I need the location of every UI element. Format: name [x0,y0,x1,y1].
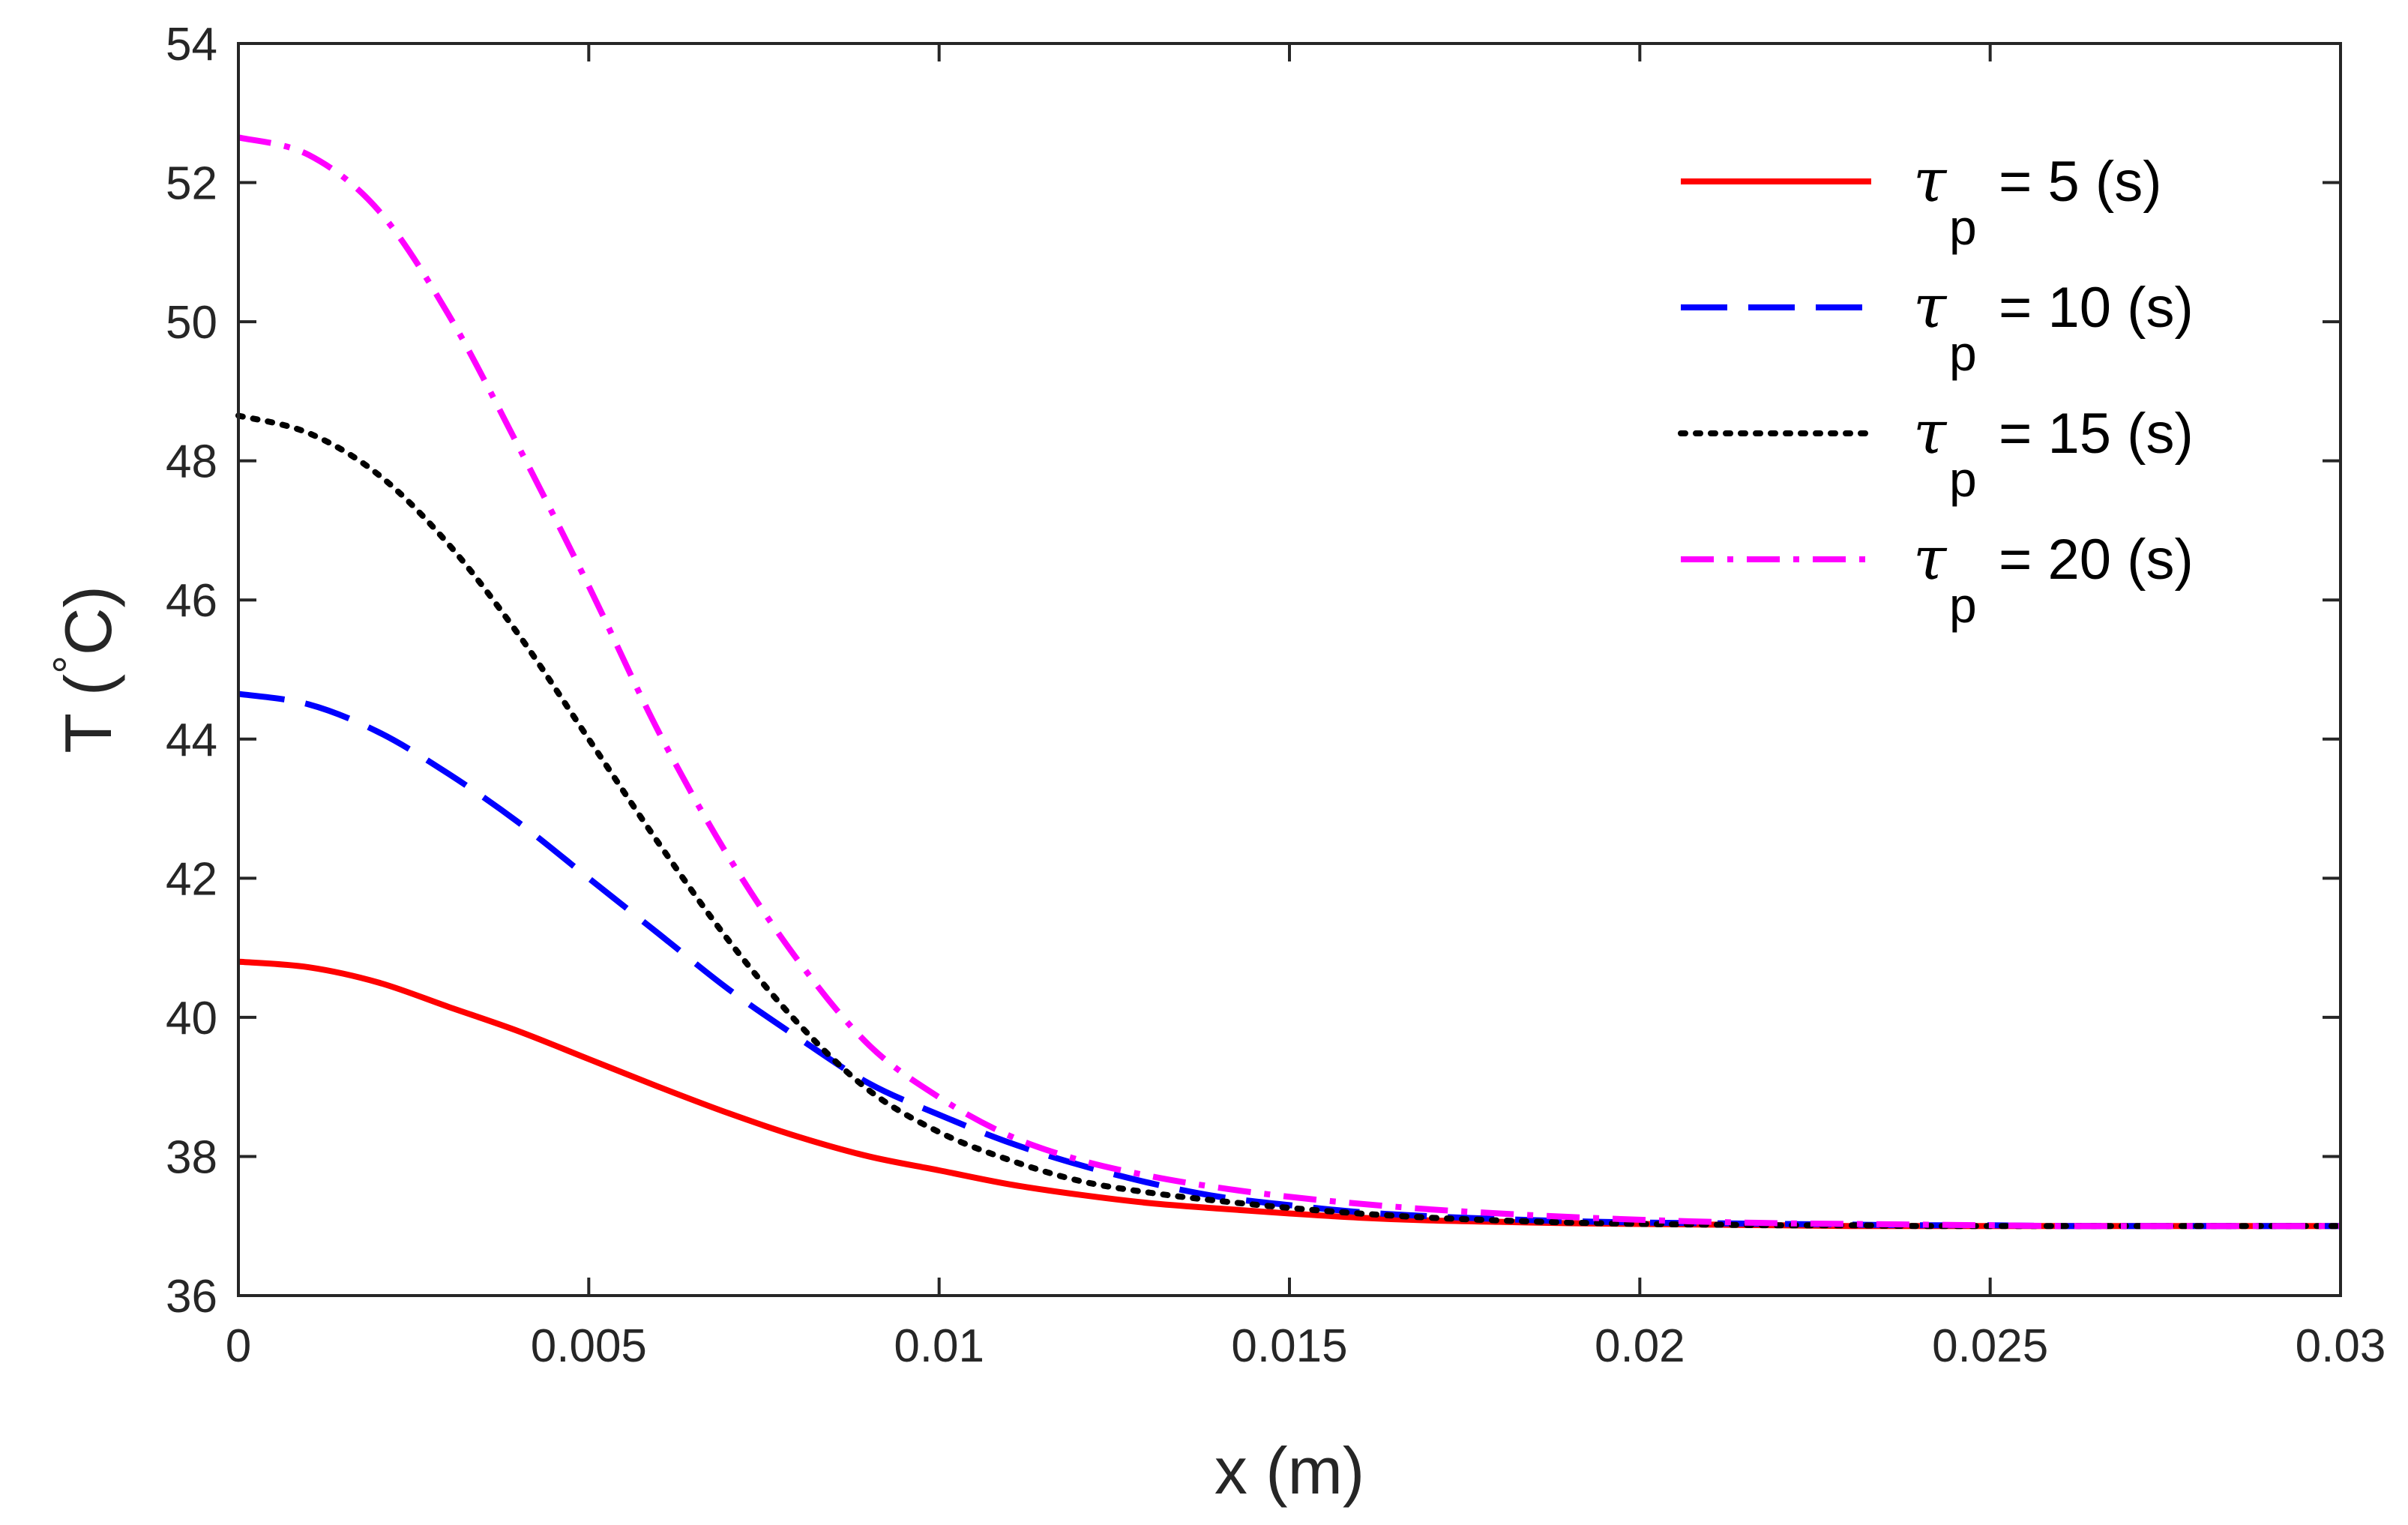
legend-tau-symbol: τ [1913,523,1948,593]
legend-value: 15 (s) [2048,402,2194,466]
legend-tau-symbol: τ [1913,397,1948,467]
series-line-4 [238,134,2341,1230]
x-tick-label: 0 [226,1320,251,1372]
x-tick-label: 0.03 [2296,1320,2386,1372]
y-tick-label: 48 [166,436,217,488]
x-tick-label: 0.025 [1932,1320,2048,1372]
y-tick-label: 42 [166,853,217,905]
legend-subscript: p [1949,451,1977,507]
series-layer [235,134,2344,1230]
legend-label-4: = 20 (s) [1999,528,2194,592]
y-tick-label: 54 [166,19,217,70]
legend-label-3: = 15 (s) [1999,402,2194,466]
x-tick-label: 0.01 [894,1320,984,1372]
y-tick-label: 40 [166,993,217,1044]
legend-value: 5 (s) [2048,150,2162,214]
legend-tau-symbol: τ [1913,271,1948,341]
legend-tau-symbol: τ [1913,145,1948,215]
x-tick-label: 0.02 [1595,1320,1685,1372]
y-tick-label: 50 [166,297,217,349]
legend-equals: = [1999,402,2048,466]
y-tick-label: 46 [166,575,217,627]
legend-equals: = [1999,528,2048,592]
y-axis-title-prefix: T ( [51,674,125,754]
legend-label-2: = 10 (s) [1999,276,2194,340]
legend-subscript: p [1949,325,1977,381]
legend-equals: = [1999,150,2048,214]
x-tick-label: 0.005 [531,1320,647,1372]
y-axis-title-degree: ° [44,655,96,674]
legend-value: 10 (s) [2048,276,2194,340]
y-tick-label: 38 [166,1131,217,1183]
legend-label-1: = 5 (s) [1999,150,2162,214]
legend-value: 20 (s) [2048,528,2194,592]
series-line-2 [238,691,2341,1230]
legend: τp= 5 (s)τp= 10 (s)τp= 15 (s)τp= 20 (s) [1678,145,2194,633]
y-axis-title-suffix: C) [51,586,125,655]
x-tick-label: 0.015 [1231,1320,1347,1372]
y-tick-label: 52 [166,158,217,210]
legend-equals: = [1999,276,2048,340]
x-axis: 0 0.005 0.01 0.015 0.02 0.025 0.03 [226,43,2386,1372]
y-axis-title: T (°C) [44,586,125,754]
y-tick-label: 36 [166,1271,217,1323]
x-axis-title: x (m) [1214,1434,1364,1508]
legend-subscript: p [1949,577,1977,633]
legend-subscript: p [1949,199,1977,255]
y-tick-label: 44 [166,715,217,766]
y-axis: 36 38 40 42 44 46 48 50 52 54 [166,19,2341,1323]
